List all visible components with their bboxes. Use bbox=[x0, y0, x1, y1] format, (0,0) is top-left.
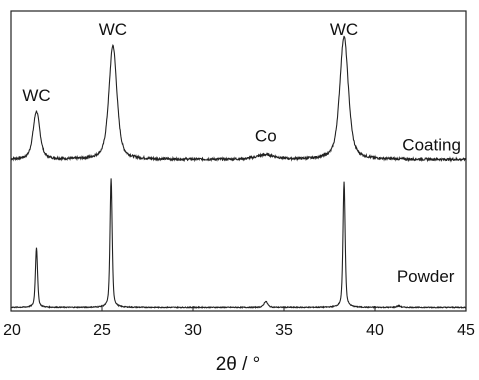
series-layer bbox=[10, 35, 467, 310]
x-tick-label: 35 bbox=[275, 322, 293, 339]
x-tick-label: 40 bbox=[366, 322, 384, 339]
x-tick-label: 45 bbox=[457, 322, 475, 339]
x-tick-label: 30 bbox=[184, 322, 202, 339]
x-tick-label: 20 bbox=[3, 322, 21, 339]
annotation-powder: Powder bbox=[397, 267, 455, 286]
series-line-coating bbox=[10, 35, 467, 163]
annotation-wc: WC bbox=[99, 20, 127, 39]
annotation-wc: WC bbox=[330, 20, 358, 39]
annotation-co: Co bbox=[255, 127, 277, 146]
series-line-powder bbox=[10, 178, 467, 310]
x-axis-ticks: 20 25 30 35 40 45 bbox=[3, 306, 475, 339]
plot-frame bbox=[10, 10, 467, 312]
annotation-layer: WC WC Co WC Coating Powder bbox=[22, 20, 461, 286]
x-axis-label: 2θ / ° bbox=[216, 354, 261, 375]
annotation-wc: WC bbox=[22, 86, 50, 105]
x-tick-label: 25 bbox=[93, 322, 111, 339]
annotation-coating: Coating bbox=[402, 136, 461, 155]
